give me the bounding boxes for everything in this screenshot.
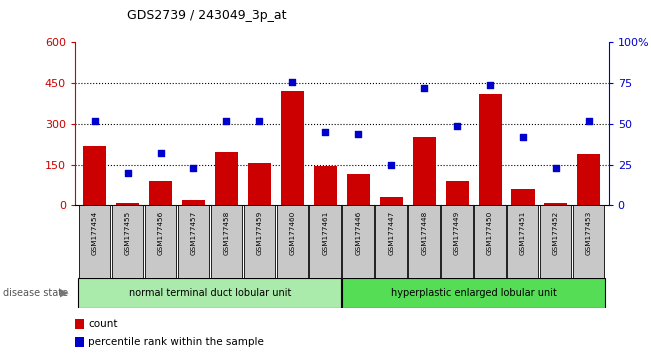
Bar [342,278,605,308]
Point [452,123,462,129]
Point [518,134,528,140]
Text: disease state: disease state [3,288,68,298]
Bar [577,154,600,205]
Bar [75,337,84,347]
Text: GSM177459: GSM177459 [256,210,262,255]
Text: hyperplastic enlarged lobular unit: hyperplastic enlarged lobular unit [391,288,557,298]
Point [320,129,331,135]
Point [353,131,363,137]
Text: GDS2739 / 243049_3p_at: GDS2739 / 243049_3p_at [127,9,286,22]
Bar [540,205,572,278]
Text: GSM177457: GSM177457 [191,210,197,255]
Bar [408,205,439,278]
Text: GSM177446: GSM177446 [355,210,361,255]
Bar [112,205,143,278]
Bar [116,202,139,205]
Text: GSM177452: GSM177452 [553,210,559,255]
Point [287,79,298,84]
Bar [474,205,506,278]
Bar [178,205,209,278]
Bar [376,205,407,278]
Text: count: count [89,319,118,329]
Bar [478,94,501,205]
Text: ▶: ▶ [60,288,68,298]
Bar [145,205,176,278]
Text: GSM177454: GSM177454 [92,210,98,255]
Bar [512,189,534,205]
Text: GSM177447: GSM177447 [388,210,395,255]
Bar [380,197,403,205]
Point [551,165,561,171]
Bar [248,163,271,205]
Point [188,165,199,171]
Point [419,85,430,91]
Bar [277,205,308,278]
Text: percentile rank within the sample: percentile rank within the sample [89,337,264,347]
Bar [211,205,242,278]
Text: GSM177448: GSM177448 [421,210,427,255]
Bar [75,319,84,329]
Text: GSM177449: GSM177449 [454,210,460,255]
Bar [83,145,106,205]
Bar [441,205,473,278]
Point [386,162,396,167]
Bar [573,205,604,278]
Bar [314,166,337,205]
Bar [309,205,340,278]
Point [584,118,594,124]
Bar [342,205,374,278]
Point [485,82,495,88]
Bar [149,181,172,205]
Text: GSM177458: GSM177458 [223,210,229,255]
Point [89,118,100,124]
Point [221,118,232,124]
Bar [413,137,436,205]
Text: GSM177460: GSM177460 [289,210,296,255]
Text: GSM177461: GSM177461 [322,210,328,255]
Bar [445,181,469,205]
Text: GSM177453: GSM177453 [586,210,592,255]
Text: normal terminal duct lobular unit: normal terminal duct lobular unit [129,288,291,298]
Bar [215,152,238,205]
Point [254,118,264,124]
Bar [79,205,110,278]
Bar [347,174,370,205]
Bar [182,200,205,205]
Bar [507,205,538,278]
Text: GSM177455: GSM177455 [124,210,131,255]
Text: GSM177450: GSM177450 [487,210,493,255]
Bar [281,91,304,205]
Text: GSM177451: GSM177451 [520,210,526,255]
Text: GSM177456: GSM177456 [158,210,163,255]
Point [156,150,166,156]
Bar [78,278,341,308]
Bar [544,202,568,205]
Bar [243,205,275,278]
Point [122,170,133,176]
